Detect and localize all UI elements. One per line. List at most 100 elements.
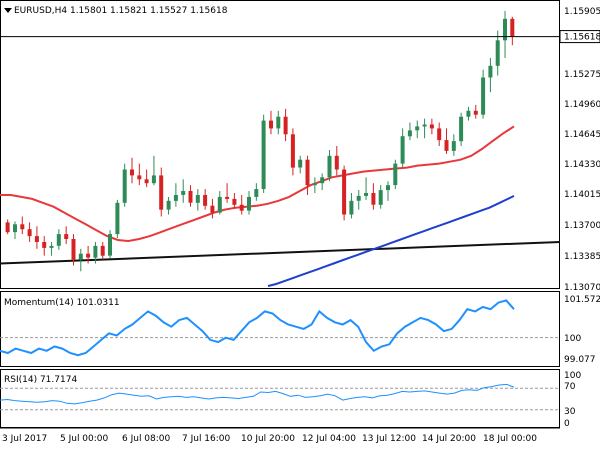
candle-body[interactable] <box>232 198 237 205</box>
candle-body[interactable] <box>510 18 515 37</box>
candle-body[interactable] <box>364 193 368 196</box>
candle-body[interactable] <box>34 236 39 242</box>
price-tick: 1.14645 <box>564 130 600 140</box>
rsi-axis: 100 70 30 0 <box>564 371 581 429</box>
candle-body[interactable] <box>5 222 10 233</box>
candle-body[interactable] <box>100 245 105 256</box>
symbol-ohlc-text: EURUSD,H4 1.15801 1.15821 1.15527 1.1561… <box>14 6 228 16</box>
candle-body[interactable] <box>13 224 17 233</box>
candle-body[interactable] <box>298 159 303 168</box>
candle-body[interactable] <box>42 242 47 248</box>
candle-body[interactable] <box>225 196 230 199</box>
candle-body[interactable] <box>261 120 266 190</box>
candle-body[interactable] <box>181 191 186 195</box>
candle-body[interactable] <box>429 124 434 129</box>
candle-body[interactable] <box>503 18 507 41</box>
price-panel-frame <box>0 0 560 289</box>
time-label: 14 Jul 20:00 <box>422 434 476 444</box>
candle-body[interactable] <box>290 134 295 168</box>
candle-body[interactable] <box>166 200 171 210</box>
candle-body[interactable] <box>151 175 156 184</box>
candle-body[interactable] <box>71 239 76 260</box>
candle-body[interactable] <box>305 159 310 186</box>
candle-body[interactable] <box>356 195 361 201</box>
candle-body[interactable] <box>400 136 405 164</box>
candle-body[interactable] <box>459 116 464 142</box>
price-tick: 1.14015 <box>564 190 600 200</box>
candle-body[interactable] <box>247 196 251 211</box>
candle-body[interactable] <box>327 155 332 178</box>
candle-body[interactable] <box>371 193 376 205</box>
rsi-tick: 0 <box>564 419 570 429</box>
candle-body[interactable] <box>320 177 325 184</box>
candle-body[interactable] <box>466 110 471 117</box>
chart-header: EURUSD,H4 1.15801 1.15821 1.15527 1.1561… <box>4 6 228 16</box>
candle-body[interactable] <box>56 234 61 246</box>
candle-body[interactable] <box>444 140 449 151</box>
momentum-title: Momentum(14) 101.0311 <box>4 298 120 308</box>
candle-body[interactable] <box>488 65 493 78</box>
candle-body[interactable] <box>422 124 427 127</box>
candle-body[interactable] <box>20 224 25 230</box>
moving-average-fast[interactable] <box>0 125 515 243</box>
candle-body[interactable] <box>473 110 478 115</box>
trend-line[interactable] <box>0 240 561 265</box>
candle-body[interactable] <box>93 245 98 258</box>
candle-body[interactable] <box>334 155 339 170</box>
momentum-panel-frame <box>0 291 560 367</box>
candle-body[interactable] <box>122 169 127 203</box>
candle-body[interactable] <box>495 40 500 66</box>
candle-body[interactable] <box>349 200 354 215</box>
time-label: 5 Jul 00:00 <box>60 434 109 444</box>
candle-body[interactable] <box>437 128 442 141</box>
candle-body[interactable] <box>108 234 112 256</box>
momentum-tick: 99.077 <box>564 355 596 365</box>
candle-body[interactable] <box>173 195 178 201</box>
price-axis: 1.15905 1.15275 1.14960 1.14645 1.14330 … <box>564 7 600 293</box>
candle-body[interactable] <box>27 229 32 237</box>
candle-body[interactable] <box>481 77 486 115</box>
candle-body[interactable] <box>239 204 244 211</box>
candle-body[interactable] <box>451 141 456 151</box>
candle-body[interactable] <box>276 116 281 129</box>
price-tick: 1.15905 <box>564 7 600 17</box>
rsi-tick: 70 <box>564 382 576 392</box>
candle-body[interactable] <box>78 253 83 260</box>
momentum-tick: 100 <box>564 334 581 344</box>
candle-body[interactable] <box>254 189 259 197</box>
candle-body[interactable] <box>49 245 54 248</box>
candle-body[interactable] <box>137 175 142 180</box>
momentum-tick: 101.5722 <box>564 295 600 305</box>
candle-body[interactable] <box>342 169 347 215</box>
candle-body[interactable] <box>393 163 398 186</box>
triangle-down-icon[interactable] <box>4 8 12 13</box>
rsi-line[interactable] <box>0 383 515 405</box>
candle-body[interactable] <box>386 185 390 191</box>
candle-body[interactable] <box>130 169 134 176</box>
candle-body[interactable] <box>217 196 222 213</box>
time-label: 10 Jul 20:00 <box>241 434 295 444</box>
momentum-line[interactable] <box>0 299 515 357</box>
candle-body[interactable] <box>269 120 273 129</box>
candle-body[interactable] <box>86 253 91 258</box>
moving-average-slow[interactable] <box>267 195 515 287</box>
candle-body[interactable] <box>378 190 383 205</box>
rsi-plot-area[interactable] <box>0 383 560 411</box>
rsi-title: RSI(14) 71.7174 <box>4 375 77 385</box>
candle-body[interactable] <box>115 202 120 235</box>
candle-body[interactable] <box>144 179 149 184</box>
candle-body[interactable] <box>203 195 208 206</box>
momentum-plot-area[interactable] <box>0 299 560 357</box>
candle-body[interactable] <box>195 195 200 203</box>
candle-body[interactable] <box>64 234 69 239</box>
candle-body[interactable] <box>283 116 288 135</box>
candle-body[interactable] <box>312 183 317 186</box>
candle-body[interactable] <box>210 205 215 213</box>
candle-body[interactable] <box>407 130 412 137</box>
candle-body[interactable] <box>159 175 164 210</box>
candle-body[interactable] <box>188 191 193 203</box>
candle-body[interactable] <box>415 126 420 131</box>
price-plot-area[interactable] <box>0 10 561 287</box>
